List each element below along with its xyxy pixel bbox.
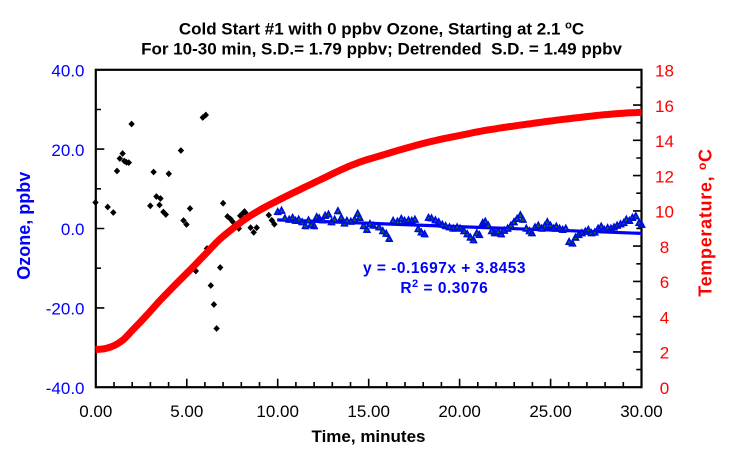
svg-text:20.0: 20.0 [51, 141, 84, 160]
svg-text:10: 10 [655, 203, 674, 222]
svg-text:14: 14 [655, 132, 674, 151]
svg-text:30.00: 30.00 [620, 402, 663, 421]
svg-text:20.00: 20.00 [438, 402, 481, 421]
svg-text:For 10-30 min, S.D.= 1.79 ppbv: For 10-30 min, S.D.= 1.79 ppbv; Detrende… [141, 40, 622, 59]
svg-text:0.00: 0.00 [79, 402, 112, 421]
svg-text:8: 8 [660, 238, 669, 257]
svg-text:25.00: 25.00 [529, 402, 572, 421]
svg-text:y = -0.1697x + 3.8453: y = -0.1697x + 3.8453 [363, 260, 526, 277]
svg-text:Temperature, oC: Temperature, oC [695, 148, 716, 297]
svg-text:-40.0: -40.0 [46, 379, 85, 398]
svg-text:2: 2 [660, 344, 669, 363]
svg-text:Cold Start #1 with 0 ppbv Ozon: Cold Start #1 with 0 ppbv Ozone, Startin… [179, 20, 584, 39]
svg-text:0: 0 [660, 379, 669, 398]
svg-text:4: 4 [660, 308, 669, 327]
svg-text:12: 12 [655, 167, 674, 186]
svg-text:5.00: 5.00 [170, 402, 203, 421]
svg-text:6: 6 [660, 273, 669, 292]
svg-text:40.0: 40.0 [51, 62, 84, 81]
svg-text:Ozone, ppbv: Ozone, ppbv [14, 172, 34, 280]
svg-text:16: 16 [655, 97, 674, 116]
svg-text:0.0: 0.0 [61, 220, 85, 239]
svg-text:10.00: 10.00 [256, 402, 299, 421]
svg-text:R2 = 0.3076: R2 = 0.3076 [400, 278, 488, 297]
svg-text:Time, minutes: Time, minutes [312, 427, 426, 446]
svg-text:15.00: 15.00 [347, 402, 390, 421]
svg-text:-20.0: -20.0 [46, 300, 85, 319]
svg-text:18: 18 [655, 62, 674, 81]
